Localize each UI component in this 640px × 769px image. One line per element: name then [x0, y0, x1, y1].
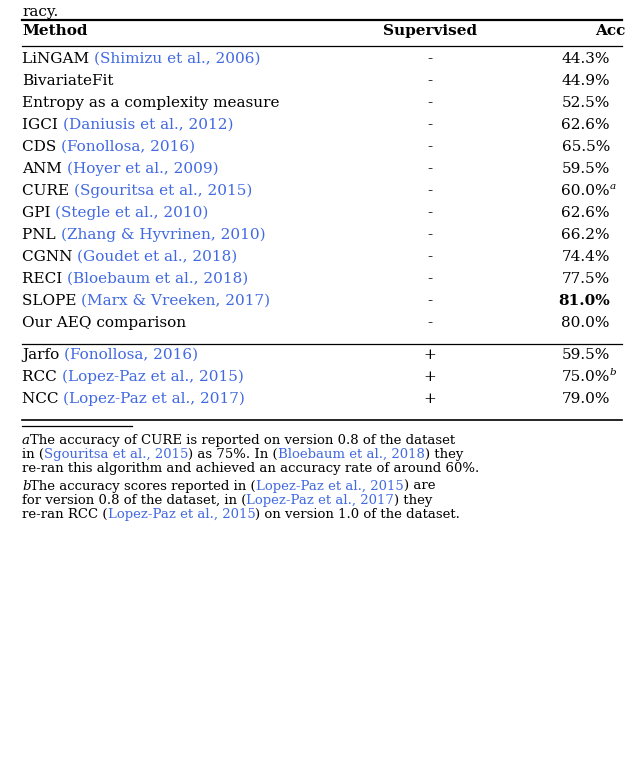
Text: re-ran this algorithm and achieved an accuracy rate of around 60%.: re-ran this algorithm and achieved an ac… — [22, 462, 479, 475]
Text: 44.3%: 44.3% — [561, 52, 610, 66]
Text: (Shimizu et al., 2006): (Shimizu et al., 2006) — [94, 52, 260, 66]
Text: 77.5%: 77.5% — [562, 272, 610, 286]
Text: (Lopez-Paz et al., 2015): (Lopez-Paz et al., 2015) — [61, 370, 243, 384]
Text: 74.4%: 74.4% — [561, 250, 610, 264]
Text: Jarfo: Jarfo — [22, 348, 64, 362]
Text: Method: Method — [22, 24, 88, 38]
Text: -: - — [428, 294, 433, 308]
Text: 59.5%: 59.5% — [562, 348, 610, 362]
Text: -: - — [428, 52, 433, 66]
Text: -: - — [428, 118, 433, 132]
Text: -: - — [428, 228, 433, 242]
Text: SLOPE: SLOPE — [22, 294, 81, 308]
Text: -: - — [428, 184, 433, 198]
Text: Entropy as a complexity measure: Entropy as a complexity measure — [22, 96, 280, 110]
Text: ANM: ANM — [22, 162, 67, 176]
Text: b: b — [610, 368, 616, 377]
Text: -: - — [428, 162, 433, 176]
Text: (Goudet et al., 2018): (Goudet et al., 2018) — [77, 250, 237, 264]
Text: Sgouritsa et al., 2015: Sgouritsa et al., 2015 — [44, 448, 188, 461]
Text: +: + — [424, 392, 436, 406]
Text: (Zhang & Hyvrinen, 2010): (Zhang & Hyvrinen, 2010) — [61, 228, 265, 242]
Text: (Lopez-Paz et al., 2017): (Lopez-Paz et al., 2017) — [63, 392, 245, 406]
Text: -: - — [428, 272, 433, 286]
Text: 62.6%: 62.6% — [561, 118, 610, 132]
Text: ) are: ) are — [404, 480, 435, 493]
Text: (Daniusis et al., 2012): (Daniusis et al., 2012) — [63, 118, 233, 132]
Text: 66.2%: 66.2% — [561, 228, 610, 242]
Text: +: + — [424, 370, 436, 384]
Text: 65.5%: 65.5% — [562, 140, 610, 154]
Text: 79.0%: 79.0% — [561, 392, 610, 406]
Text: -: - — [428, 206, 433, 220]
Text: ) they: ) they — [425, 448, 463, 461]
Text: Acc: Acc — [595, 24, 625, 38]
Text: 75.0%: 75.0% — [562, 370, 610, 384]
Text: 62.6%: 62.6% — [561, 206, 610, 220]
Text: -: - — [428, 96, 433, 110]
Text: PNL: PNL — [22, 228, 61, 242]
Text: RCC: RCC — [22, 370, 61, 384]
Text: CGNN: CGNN — [22, 250, 77, 264]
Text: Lopez-Paz et al., 2017: Lopez-Paz et al., 2017 — [246, 494, 394, 507]
Text: Our AEQ comparison: Our AEQ comparison — [22, 316, 186, 330]
Text: re-ran RCC (: re-ran RCC ( — [22, 508, 108, 521]
Text: Supervised: Supervised — [383, 24, 477, 38]
Text: b: b — [22, 480, 31, 493]
Text: (Fonollosa, 2016): (Fonollosa, 2016) — [64, 348, 198, 362]
Text: IGCI: IGCI — [22, 118, 63, 132]
Text: LiNGAM: LiNGAM — [22, 52, 94, 66]
Text: 44.9%: 44.9% — [561, 74, 610, 88]
Text: (Sgouritsa et al., 2015): (Sgouritsa et al., 2015) — [74, 184, 252, 198]
Text: a: a — [610, 182, 616, 191]
Text: 81.0%: 81.0% — [558, 294, 610, 308]
Text: (Fonollosa, 2016): (Fonollosa, 2016) — [61, 140, 195, 154]
Text: racy.: racy. — [22, 5, 58, 19]
Text: (Marx & Vreeken, 2017): (Marx & Vreeken, 2017) — [81, 294, 271, 308]
Text: a: a — [22, 434, 30, 447]
Text: The accuracy of CURE is reported on version 0.8 of the dataset: The accuracy of CURE is reported on vers… — [30, 434, 455, 447]
Text: -: - — [428, 140, 433, 154]
Text: for version 0.8 of the dataset, in (: for version 0.8 of the dataset, in ( — [22, 494, 246, 507]
Text: Lopez-Paz et al., 2015: Lopez-Paz et al., 2015 — [108, 508, 255, 521]
Text: The accuracy scores reported in (: The accuracy scores reported in ( — [31, 480, 256, 493]
Text: Lopez-Paz et al., 2015: Lopez-Paz et al., 2015 — [256, 480, 404, 493]
Text: 52.5%: 52.5% — [562, 96, 610, 110]
Text: NCC: NCC — [22, 392, 63, 406]
Text: CURE: CURE — [22, 184, 74, 198]
Text: -: - — [428, 74, 433, 88]
Text: RECI: RECI — [22, 272, 67, 286]
Text: (Stegle et al., 2010): (Stegle et al., 2010) — [56, 206, 209, 221]
Text: GPI: GPI — [22, 206, 56, 220]
Text: Bloebaum et al., 2018: Bloebaum et al., 2018 — [278, 448, 425, 461]
Text: 59.5%: 59.5% — [562, 162, 610, 176]
Text: ) on version 1.0 of the dataset.: ) on version 1.0 of the dataset. — [255, 508, 460, 521]
Text: +: + — [424, 348, 436, 362]
Text: -: - — [428, 316, 433, 330]
Text: 80.0%: 80.0% — [561, 316, 610, 330]
Text: CDS: CDS — [22, 140, 61, 154]
Text: in (: in ( — [22, 448, 44, 461]
Text: ) they: ) they — [394, 494, 433, 507]
Text: -: - — [428, 250, 433, 264]
Text: ) as 75%. In (: ) as 75%. In ( — [188, 448, 278, 461]
Text: 60.0%: 60.0% — [561, 184, 610, 198]
Text: (Hoyer et al., 2009): (Hoyer et al., 2009) — [67, 162, 218, 176]
Text: (Bloebaum et al., 2018): (Bloebaum et al., 2018) — [67, 272, 248, 286]
Text: BivariateFit: BivariateFit — [22, 74, 113, 88]
